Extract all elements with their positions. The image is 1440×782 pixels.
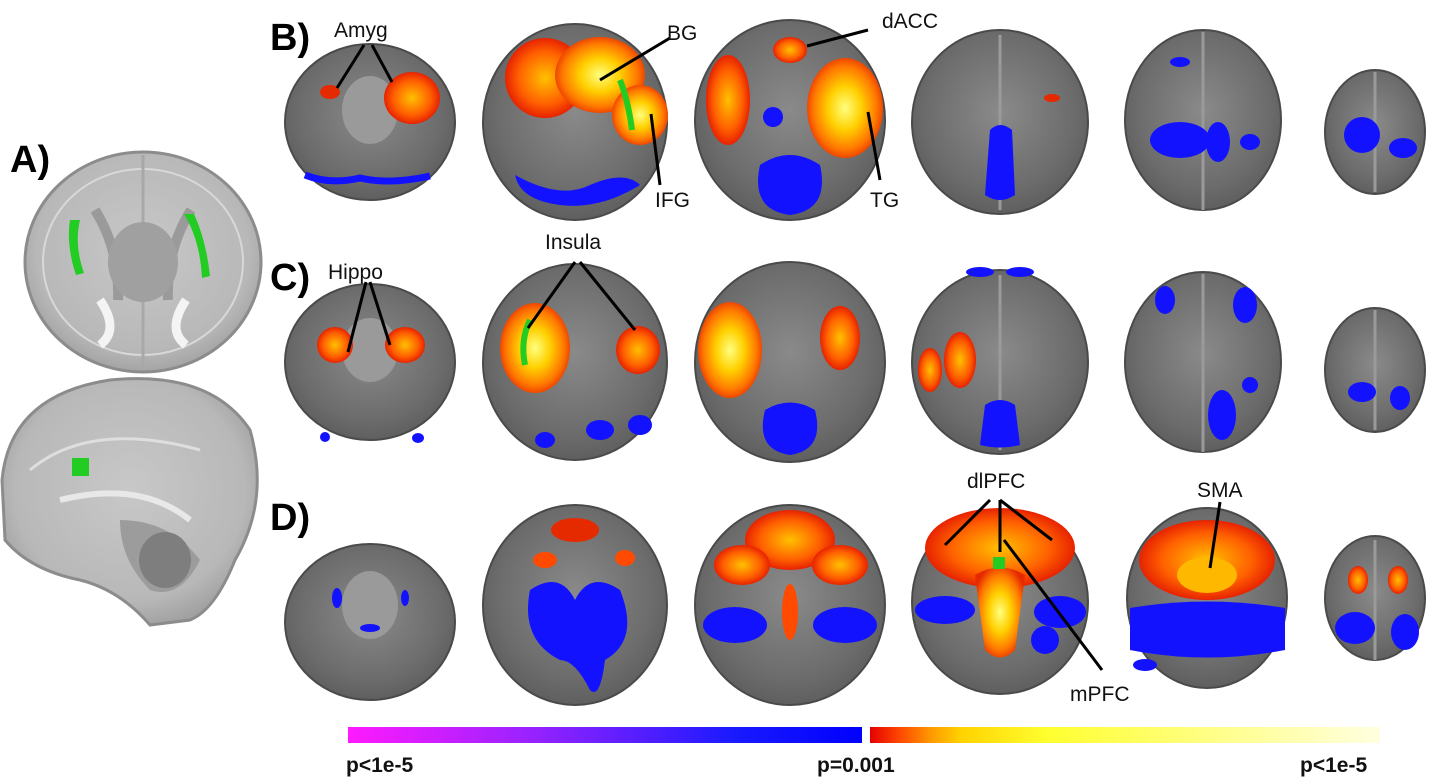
seed-region-d (993, 557, 1005, 569)
row-d-slice-5 (1126, 507, 1288, 689)
row-d-annotation-lines (943, 498, 1222, 671)
seed-region-right (184, 214, 210, 278)
colorbar-right-label: p<1e-5 (1300, 754, 1367, 777)
row-d-slice-6 (1324, 535, 1426, 661)
row-d-slice-2 (482, 504, 668, 706)
panel-label-d: D) (270, 497, 310, 539)
colorbar-left-label: p<1e-5 (346, 754, 413, 777)
panel-label-c: C) (270, 257, 310, 299)
row-c-annotation-lines (346, 261, 637, 353)
panel-label-a: A) (10, 139, 50, 181)
row-c-slice-1 (284, 283, 456, 443)
panel-a-axial-slice (23, 150, 263, 374)
row-b-slices (284, 19, 1426, 221)
row-b-annotation-lines (335, 28, 882, 186)
row-b-slice-3 (694, 19, 886, 221)
row-b-slice-5 (1124, 29, 1282, 211)
panel-a-sagittal-slice (0, 377, 259, 627)
label-sma: SMA (1197, 479, 1243, 502)
row-c-slice-6 (1324, 307, 1426, 433)
row-c-slice-3 (694, 261, 886, 463)
colorbar-center-label: p=0.001 (817, 754, 895, 777)
colorbar-positive (870, 727, 1380, 743)
colorbar-negative (348, 727, 862, 743)
row-c-slices (284, 261, 1426, 463)
row-d-slices (284, 504, 1426, 706)
row-b-slice-2 (482, 23, 668, 221)
row-b-slice-1 (284, 43, 456, 201)
row-b-slice-4 (911, 29, 1089, 215)
row-b-slice-6 (1324, 69, 1426, 195)
label-hippo: Hippo (328, 261, 383, 284)
seed-region-left (68, 220, 84, 275)
label-bg: BG (667, 22, 697, 45)
label-mpfc: mPFC (1070, 683, 1130, 706)
panel-label-b: B) (270, 17, 310, 59)
label-amyg: Amyg (334, 19, 388, 42)
label-dlpfc: dlPFC (967, 470, 1025, 493)
label-dacc: dACC (882, 10, 938, 33)
row-d-slice-1 (284, 543, 456, 701)
colorbar: p<1e-5 p=0.001 p<1e-5 (346, 727, 1380, 777)
label-tg: TG (870, 189, 899, 212)
row-c-slice-2 (482, 263, 668, 461)
row-d-slice-3 (694, 504, 886, 706)
label-insula: Insula (545, 231, 601, 254)
label-ifg: IFG (655, 189, 690, 212)
row-c-slice-4 (911, 267, 1089, 455)
seed-region-mid (72, 458, 89, 476)
row-c-slice-5 (1124, 271, 1282, 453)
